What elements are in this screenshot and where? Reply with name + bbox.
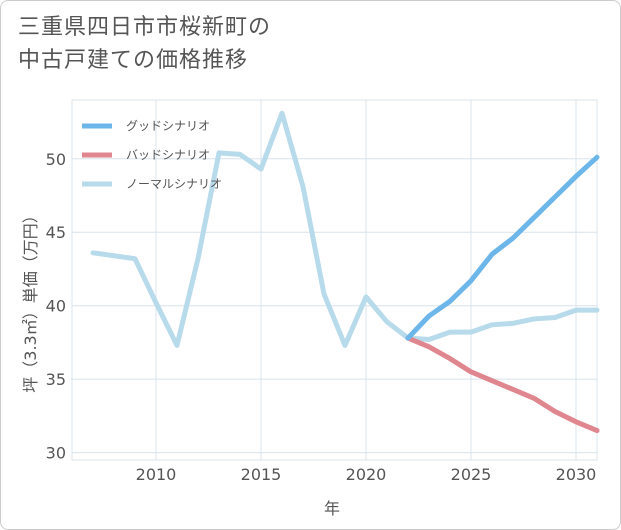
y-tick-label: 40 — [46, 297, 66, 316]
chart-title-line2: 中古戸建ての価格推移 — [18, 48, 249, 73]
y-axis-label: 坪（3.3㎡）単価（万円） — [21, 207, 40, 392]
series-line-1 — [405, 335, 600, 434]
series-line-2 — [90, 110, 600, 348]
chart-ticks: 2010 2015 2020 2025 2030 30 35 40 45 50 — [46, 150, 597, 484]
series-line-0 — [405, 154, 600, 341]
chart-series — [90, 110, 600, 434]
chart-title: 三重県四日市市桜新町の 中古戸建ての価格推移 — [18, 11, 271, 77]
x-tick-label: 2020 — [346, 465, 387, 484]
y-tick-label: 45 — [46, 223, 66, 242]
legend-label: バッドシナリオ — [126, 148, 210, 162]
plot-area — [71, 99, 598, 461]
y-tick-label: 30 — [46, 444, 66, 463]
legend-label: ノーマルシナリオ — [126, 177, 222, 191]
chart-grid — [71, 99, 598, 461]
x-axis-label: 年 — [324, 499, 340, 518]
y-tick-label: 35 — [46, 370, 66, 389]
x-tick-label: 2010 — [136, 465, 177, 484]
x-tick-label: 2015 — [241, 465, 282, 484]
chart-title-line1: 三重県四日市市桜新町の — [18, 15, 272, 40]
x-tick-label: 2030 — [556, 465, 597, 484]
y-tick-label: 50 — [46, 150, 66, 169]
legend-label: グッドシナリオ — [126, 119, 210, 133]
x-tick-label: 2025 — [451, 465, 492, 484]
